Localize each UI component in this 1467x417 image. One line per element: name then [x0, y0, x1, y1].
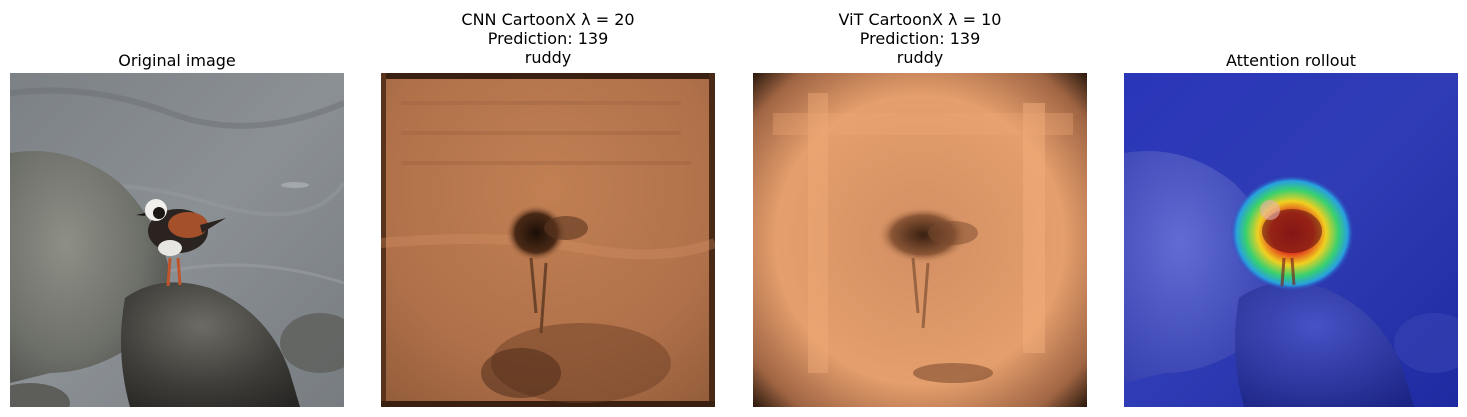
vit-cartoonx-map-image [753, 73, 1087, 407]
panel-title: Attention rollout [1225, 51, 1357, 70]
bird-photo-image [10, 73, 344, 407]
panel-title: CNN CartoonX λ = 20 Prediction: 139 rudd… [461, 10, 635, 67]
panel-attention-rollout: Attention rollout [1124, 0, 1458, 417]
panel-vit-cartoonx: ViT CartoonX λ = 10 Prediction: 139 rudd… [753, 0, 1087, 417]
attention-rollout-image [1124, 73, 1458, 407]
panel-original: Original image [10, 0, 344, 417]
panel-title: Original image [118, 51, 236, 70]
panel-cnn-cartoonx: CNN CartoonX λ = 20 Prediction: 139 rudd… [381, 0, 715, 417]
cnn-cartoonx-map-image [381, 73, 715, 407]
panel-title: ViT CartoonX λ = 10 Prediction: 139 rudd… [838, 10, 1002, 67]
